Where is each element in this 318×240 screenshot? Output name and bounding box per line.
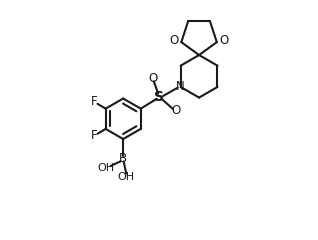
Text: OH: OH bbox=[97, 163, 114, 174]
Text: B: B bbox=[119, 152, 127, 165]
Text: O: O bbox=[170, 34, 179, 48]
Text: N: N bbox=[176, 80, 185, 93]
Text: O: O bbox=[149, 72, 158, 85]
Text: OH: OH bbox=[118, 172, 135, 181]
Text: O: O bbox=[219, 34, 228, 48]
Text: S: S bbox=[154, 90, 164, 104]
Text: F: F bbox=[91, 95, 97, 108]
Text: F: F bbox=[91, 129, 97, 142]
Text: O: O bbox=[171, 104, 180, 117]
